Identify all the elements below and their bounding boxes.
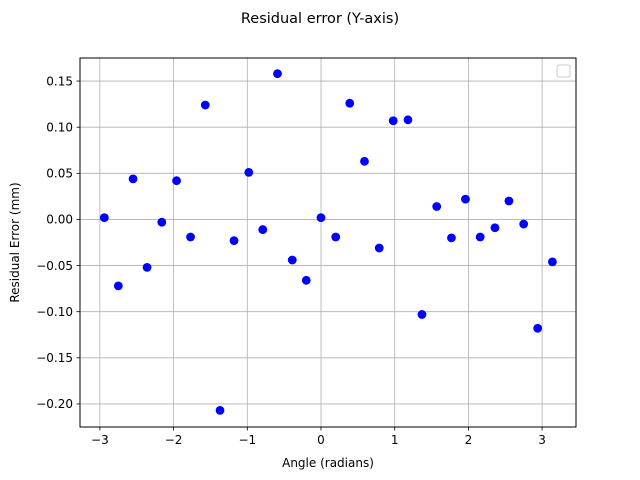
data-point <box>432 202 442 211</box>
y-tick-label: 0.00 <box>46 213 73 227</box>
data-point <box>157 217 167 227</box>
data-point <box>301 275 311 285</box>
data-point <box>533 323 543 333</box>
y-tick-label: −0.15 <box>36 351 73 365</box>
x-tick-label: 0 <box>317 433 325 447</box>
data-point <box>345 98 355 108</box>
data-point <box>316 213 326 222</box>
chart-title: Residual error (Y-axis) <box>241 11 399 27</box>
data-point <box>374 243 384 253</box>
grid-lines <box>80 58 576 427</box>
data-point <box>172 176 181 186</box>
data-point <box>244 167 254 177</box>
data-point <box>142 263 152 272</box>
data-point <box>229 236 239 246</box>
data-point <box>519 219 529 229</box>
x-tick-label: 1 <box>391 433 399 447</box>
data-point <box>475 232 485 242</box>
y-tick-label: −0.20 <box>36 397 73 411</box>
data-point <box>504 196 514 206</box>
data-point <box>331 232 341 242</box>
data-point <box>461 194 470 204</box>
data-point <box>417 310 427 319</box>
y-tick-label: 0.15 <box>46 74 73 88</box>
data-point <box>360 156 369 166</box>
y-tick-label: −0.10 <box>36 305 73 319</box>
x-axis-ticks: −3 −2 −1 0 1 2 3 <box>91 427 546 447</box>
data-point <box>200 100 210 110</box>
x-tick-label: −1 <box>238 433 256 447</box>
legend-box <box>556 64 571 78</box>
data-point <box>447 233 456 243</box>
y-axis-label: Residual Error (mm) <box>8 182 22 302</box>
data-point <box>113 281 123 291</box>
x-tick-label: −3 <box>91 433 109 447</box>
y-tick-label: 0.10 <box>46 120 73 134</box>
y-axis-ticks: −0.20 −0.15 −0.10 −0.05 0.00 0.05 0.10 0.15 <box>36 74 80 411</box>
scatter-points <box>99 69 557 415</box>
data-point <box>403 115 413 125</box>
data-point <box>548 257 557 267</box>
data-point <box>215 405 225 415</box>
x-tick-label: −2 <box>165 433 183 447</box>
data-point <box>287 255 297 265</box>
plot-frame <box>79 57 577 428</box>
x-tick-label: 2 <box>465 433 473 447</box>
data-point <box>273 69 282 79</box>
data-point <box>388 116 398 126</box>
y-tick-label: −0.05 <box>36 259 73 273</box>
data-point <box>186 232 195 242</box>
data-point <box>490 223 500 233</box>
data-point <box>99 213 109 222</box>
x-axis-label: Angle (radians) <box>282 456 374 470</box>
data-point <box>258 225 268 234</box>
data-point <box>128 174 138 184</box>
y-tick-label: 0.05 <box>46 167 73 181</box>
x-tick-label: 3 <box>538 433 546 447</box>
